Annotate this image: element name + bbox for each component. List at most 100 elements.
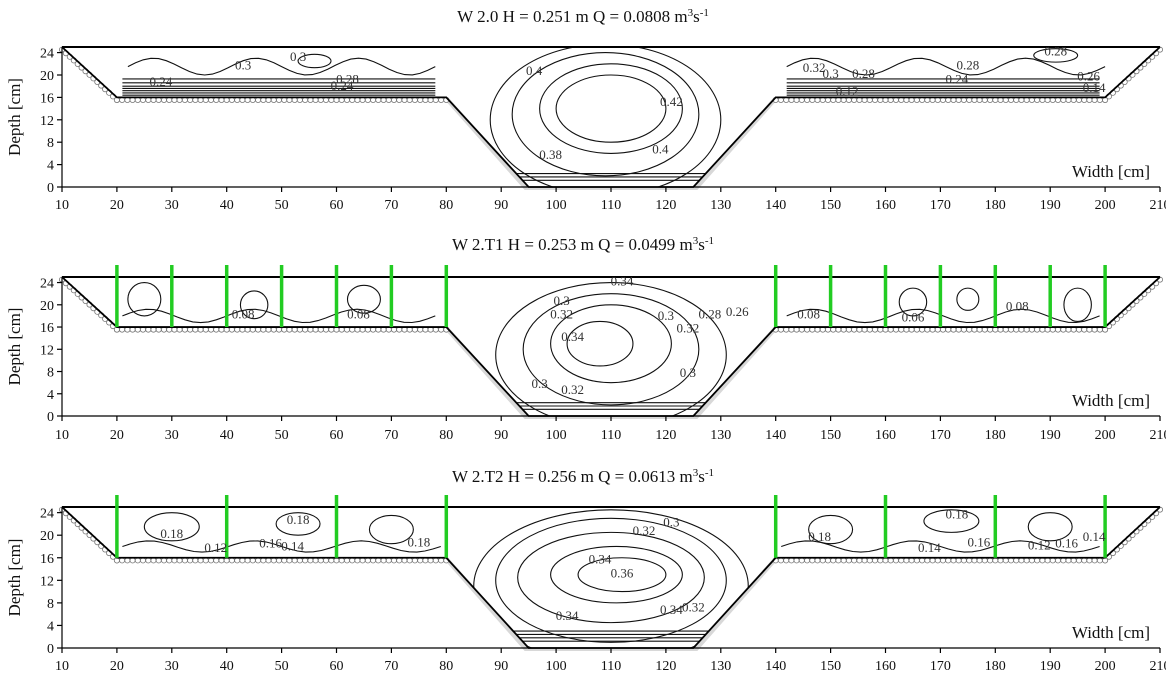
contour-label: 0.28 [852,66,875,81]
contour-label: 0.12 [1028,537,1051,552]
panel-1: W 2.0 H = 0.251 m Q = 0.0808 m3s-10.30.3… [5,7,1166,213]
contour-label: 0.34 [561,329,584,344]
contour-label: 0.3 [235,57,251,72]
contour-label: 0.3 [290,49,306,64]
x-axis-label: Width [cm] [1072,162,1150,181]
x-tick-label: 190 [1040,198,1061,213]
contour-label: 0.24 [331,78,354,93]
x-tick-label: 80 [439,428,453,443]
contour-label: 0.3 [680,365,696,380]
contour-line [122,309,435,322]
x-tick-label: 210 [1150,659,1166,674]
x-tick-label: 170 [930,428,951,443]
y-tick-label: 8 [47,597,54,612]
contour-label: 0.08 [1006,298,1029,313]
contour-label: 0.14 [1083,529,1106,544]
contour-label: 0.08 [797,307,820,322]
contour-label: 0.24 [149,74,172,89]
x-tick-label: 100 [546,428,567,443]
y-tick-label: 20 [40,299,54,314]
y-tick-label: 4 [47,619,54,634]
x-tick-label: 110 [601,659,621,674]
y-tick-label: 16 [40,91,54,106]
x-tick-label: 20 [110,659,124,674]
x-tick-label: 80 [439,198,453,213]
contour-line [496,283,727,428]
x-tick-label: 180 [985,428,1006,443]
x-tick-label: 20 [110,198,124,213]
contour-label: 0.26 [726,304,749,319]
contour-label: 0.14 [281,538,304,553]
y-tick-label: 8 [47,366,54,381]
x-tick-label: 160 [875,659,896,674]
x-tick-label: 70 [384,428,398,443]
x-tick-label: 190 [1040,428,1061,443]
x-tick-label: 40 [220,659,234,674]
x-tick-label: 130 [710,198,731,213]
contour-label: 0.32 [561,382,584,397]
y-tick-label: 4 [47,159,54,174]
x-tick-label: 150 [820,659,841,674]
y-tick-label: 16 [40,321,54,336]
x-tick-label: 140 [765,198,786,213]
contour-label: 0.32 [682,599,705,614]
y-tick-label: 12 [40,343,54,358]
y-axis-label: Depth [cm] [5,308,24,386]
y-tick-label: 16 [40,552,54,567]
x-tick-label: 180 [985,659,1006,674]
x-tick-label: 30 [165,428,179,443]
y-tick-label: 0 [47,181,54,196]
x-tick-label: 110 [601,428,621,443]
x-tick-label: 190 [1040,659,1061,674]
x-axis-label: Width [cm] [1072,391,1150,410]
y-tick-label: 12 [40,114,54,129]
x-tick-label: 200 [1095,198,1116,213]
x-tick-label: 150 [820,428,841,443]
y-tick-label: 20 [40,529,54,544]
x-tick-label: 210 [1150,198,1166,213]
contour-label: 0.36 [611,566,634,581]
contour-label: 0.42 [660,94,683,109]
contour-label: 0.12 [204,540,227,555]
contour-label: 0.08 [347,307,370,322]
x-tick-label: 90 [494,659,508,674]
y-tick-label: 8 [47,136,54,151]
y-axis-label: Depth [cm] [5,539,24,617]
contour-line [787,309,1100,322]
x-tick-label: 70 [384,198,398,213]
x-tick-label: 50 [275,428,289,443]
contour-line [128,58,435,75]
contour-label: 0.16 [967,534,990,549]
contour-line [556,75,666,142]
contour-lines [122,510,1099,662]
x-tick-label: 120 [655,198,676,213]
contour-label: 0.34 [589,551,612,566]
contour-lines [122,283,1099,428]
x-tick-label: 50 [275,659,289,674]
x-tick-label: 30 [165,198,179,213]
contour-label: 0.3 [553,293,569,308]
x-tick-label: 170 [930,659,951,674]
x-tick-label: 100 [546,198,567,213]
x-tick-label: 80 [439,659,453,674]
contour-label: 0.18 [287,512,310,527]
contour-label: 0.34 [611,273,634,288]
contour-label: 0.18 [945,506,968,521]
x-tick-label: 140 [765,659,786,674]
contour-label: 0.18 [808,529,831,544]
x-tick-label: 10 [55,198,69,213]
contour-label: 0.14 [1083,80,1106,95]
x-tick-label: 160 [875,428,896,443]
x-tick-label: 130 [710,428,731,443]
y-tick-label: 24 [40,507,54,522]
x-tick-label: 200 [1095,659,1116,674]
contour-label: 0.4 [652,141,669,156]
x-tick-label: 10 [55,428,69,443]
y-tick-label: 20 [40,69,54,84]
x-tick-label: 60 [330,659,344,674]
x-tick-label: 20 [110,428,124,443]
x-tick-label: 180 [985,198,1006,213]
contour-line [490,44,721,195]
